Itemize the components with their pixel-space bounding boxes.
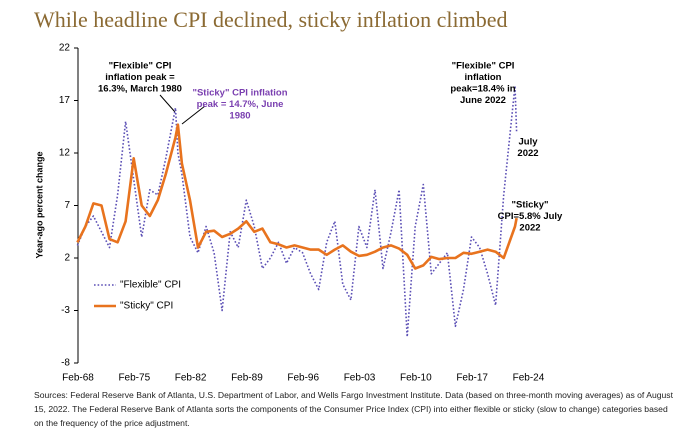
chart-title: While headline CPI declined, sticky infl…: [34, 7, 507, 32]
annotation: "Sticky": [512, 200, 549, 211]
y-tick-label: -3: [61, 305, 70, 316]
annotation: July: [518, 137, 538, 148]
y-tick-label: 7: [64, 200, 70, 211]
y-tick-label: 22: [59, 43, 71, 54]
y-tick-label: 2: [64, 253, 70, 264]
x-tick-label: Feb-82: [175, 373, 207, 384]
annotation: peak=18.4% in: [450, 84, 515, 95]
y-tick-label: 12: [59, 148, 71, 159]
annotation: inflation: [465, 72, 502, 83]
series-line: [76, 85, 518, 338]
annotation: "Flexible" CPI: [452, 61, 515, 72]
x-tick-label: Feb-89: [231, 373, 263, 384]
annotation: June 2022: [460, 95, 506, 106]
x-tick-label: Feb-96: [287, 373, 319, 384]
source-note: Sources: Federal Reserve Bank of Atlanta…: [34, 390, 673, 428]
arrow: [159, 94, 176, 113]
annotation: 2022: [517, 148, 538, 159]
annotation: peak = 14.7%, June: [197, 99, 284, 110]
annotation: CPI=5.8% July: [498, 211, 563, 222]
annotation: 2022: [519, 223, 540, 234]
x-tick-label: Feb-10: [400, 373, 432, 384]
annotation: "Flexible" CPI: [109, 61, 172, 72]
y-tick-label: 17: [59, 95, 71, 106]
chart: While headline CPI declined, sticky infl…: [34, 7, 563, 384]
x-tick-label: Feb-17: [456, 373, 488, 384]
arrow: [181, 105, 206, 125]
annotation: "Sticky" CPI inflation: [192, 88, 287, 99]
y-axis-label: Year-ago percent change: [34, 151, 44, 258]
series-line: [76, 123, 518, 270]
annotation: 1980: [229, 111, 250, 122]
x-tick-label: Feb-75: [118, 373, 150, 384]
x-tick-label: Feb-24: [513, 373, 545, 384]
annotation: inflation peak =: [105, 72, 175, 83]
annotation: 16.3%, March 1980: [98, 84, 182, 95]
y-tick-label: -8: [61, 358, 70, 369]
x-tick-label: Feb-68: [62, 373, 94, 384]
legend-label: "Sticky" CPI: [120, 301, 173, 312]
x-tick-label: Feb-03: [344, 373, 376, 384]
legend-label: "Flexible" CPI: [120, 280, 181, 291]
